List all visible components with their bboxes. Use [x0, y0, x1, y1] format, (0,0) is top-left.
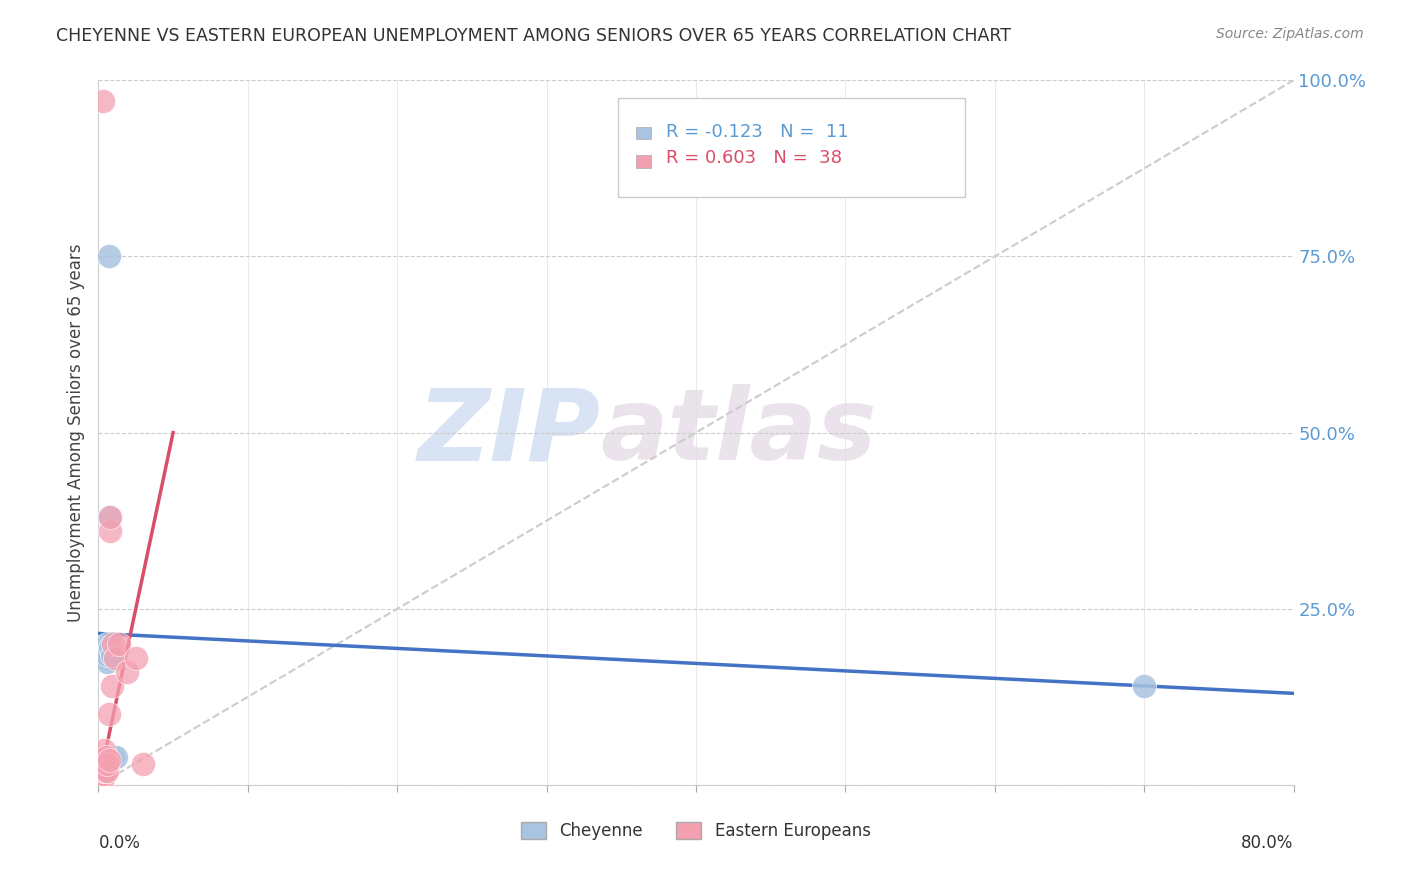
Point [90, 764, 112, 778]
Point [91, 760, 114, 774]
Point [97, 510, 120, 524]
Text: Source: ZipAtlas.com: Source: ZipAtlas.com [1216, 27, 1364, 41]
Text: 80.0%: 80.0% [1241, 834, 1294, 852]
Bar [637, 127, 651, 139]
Point [103, 749, 125, 764]
Point [103, 637, 125, 651]
Point [90, 771, 112, 785]
Point [90, 774, 112, 789]
Point [125, 651, 148, 665]
Point [98, 510, 122, 524]
Point [108, 637, 131, 651]
Text: 0.0%: 0.0% [98, 834, 141, 852]
Point [93, 764, 115, 778]
Point [97, 707, 120, 722]
Point [105, 749, 128, 764]
Point [93, 742, 115, 756]
Point [90, 767, 112, 781]
Point [91, 771, 114, 785]
Y-axis label: Unemployment Among Seniors over 65 years: Unemployment Among Seniors over 65 years [66, 244, 84, 622]
Point [89, 771, 111, 785]
Point [97, 250, 120, 264]
Point [96, 637, 118, 651]
Text: R = 0.603   N =  38: R = 0.603 N = 38 [666, 149, 842, 168]
Point [91, 95, 114, 109]
Text: ZIP: ZIP [418, 384, 600, 481]
Point [98, 640, 122, 655]
Point [101, 648, 124, 662]
FancyBboxPatch shape [619, 98, 965, 196]
Point [96, 648, 118, 662]
Point [93, 756, 115, 771]
Point [94, 749, 117, 764]
Legend: Cheyenne, Eastern Europeans: Cheyenne, Eastern Europeans [515, 815, 877, 847]
Point [91, 764, 114, 778]
Point [94, 756, 117, 771]
Point [91, 756, 114, 771]
Point [115, 665, 138, 680]
Text: atlas: atlas [600, 384, 877, 481]
Point [104, 651, 127, 665]
Point [94, 764, 117, 778]
Point [89, 771, 111, 785]
Point [132, 756, 155, 771]
Point [90, 771, 112, 785]
Point [96, 651, 118, 665]
Point [96, 764, 118, 778]
Point [89, 774, 111, 789]
Text: CHEYENNE VS EASTERN EUROPEAN UNEMPLOYMENT AMONG SENIORS OVER 65 YEARS CORRELATIO: CHEYENNE VS EASTERN EUROPEAN UNEMPLOYMEN… [56, 27, 1011, 45]
Point [90, 756, 112, 771]
Point [97, 753, 120, 767]
Point [93, 749, 115, 764]
Point [89, 764, 111, 778]
Point [91, 764, 114, 778]
Text: R = -0.123   N =  11: R = -0.123 N = 11 [666, 122, 849, 141]
Point [89, 771, 111, 785]
Point [96, 756, 118, 771]
Point [91, 767, 114, 781]
Point [101, 679, 124, 693]
Bar [637, 155, 651, 168]
Point [96, 655, 118, 669]
Point [98, 524, 122, 539]
Point [1133, 679, 1156, 693]
